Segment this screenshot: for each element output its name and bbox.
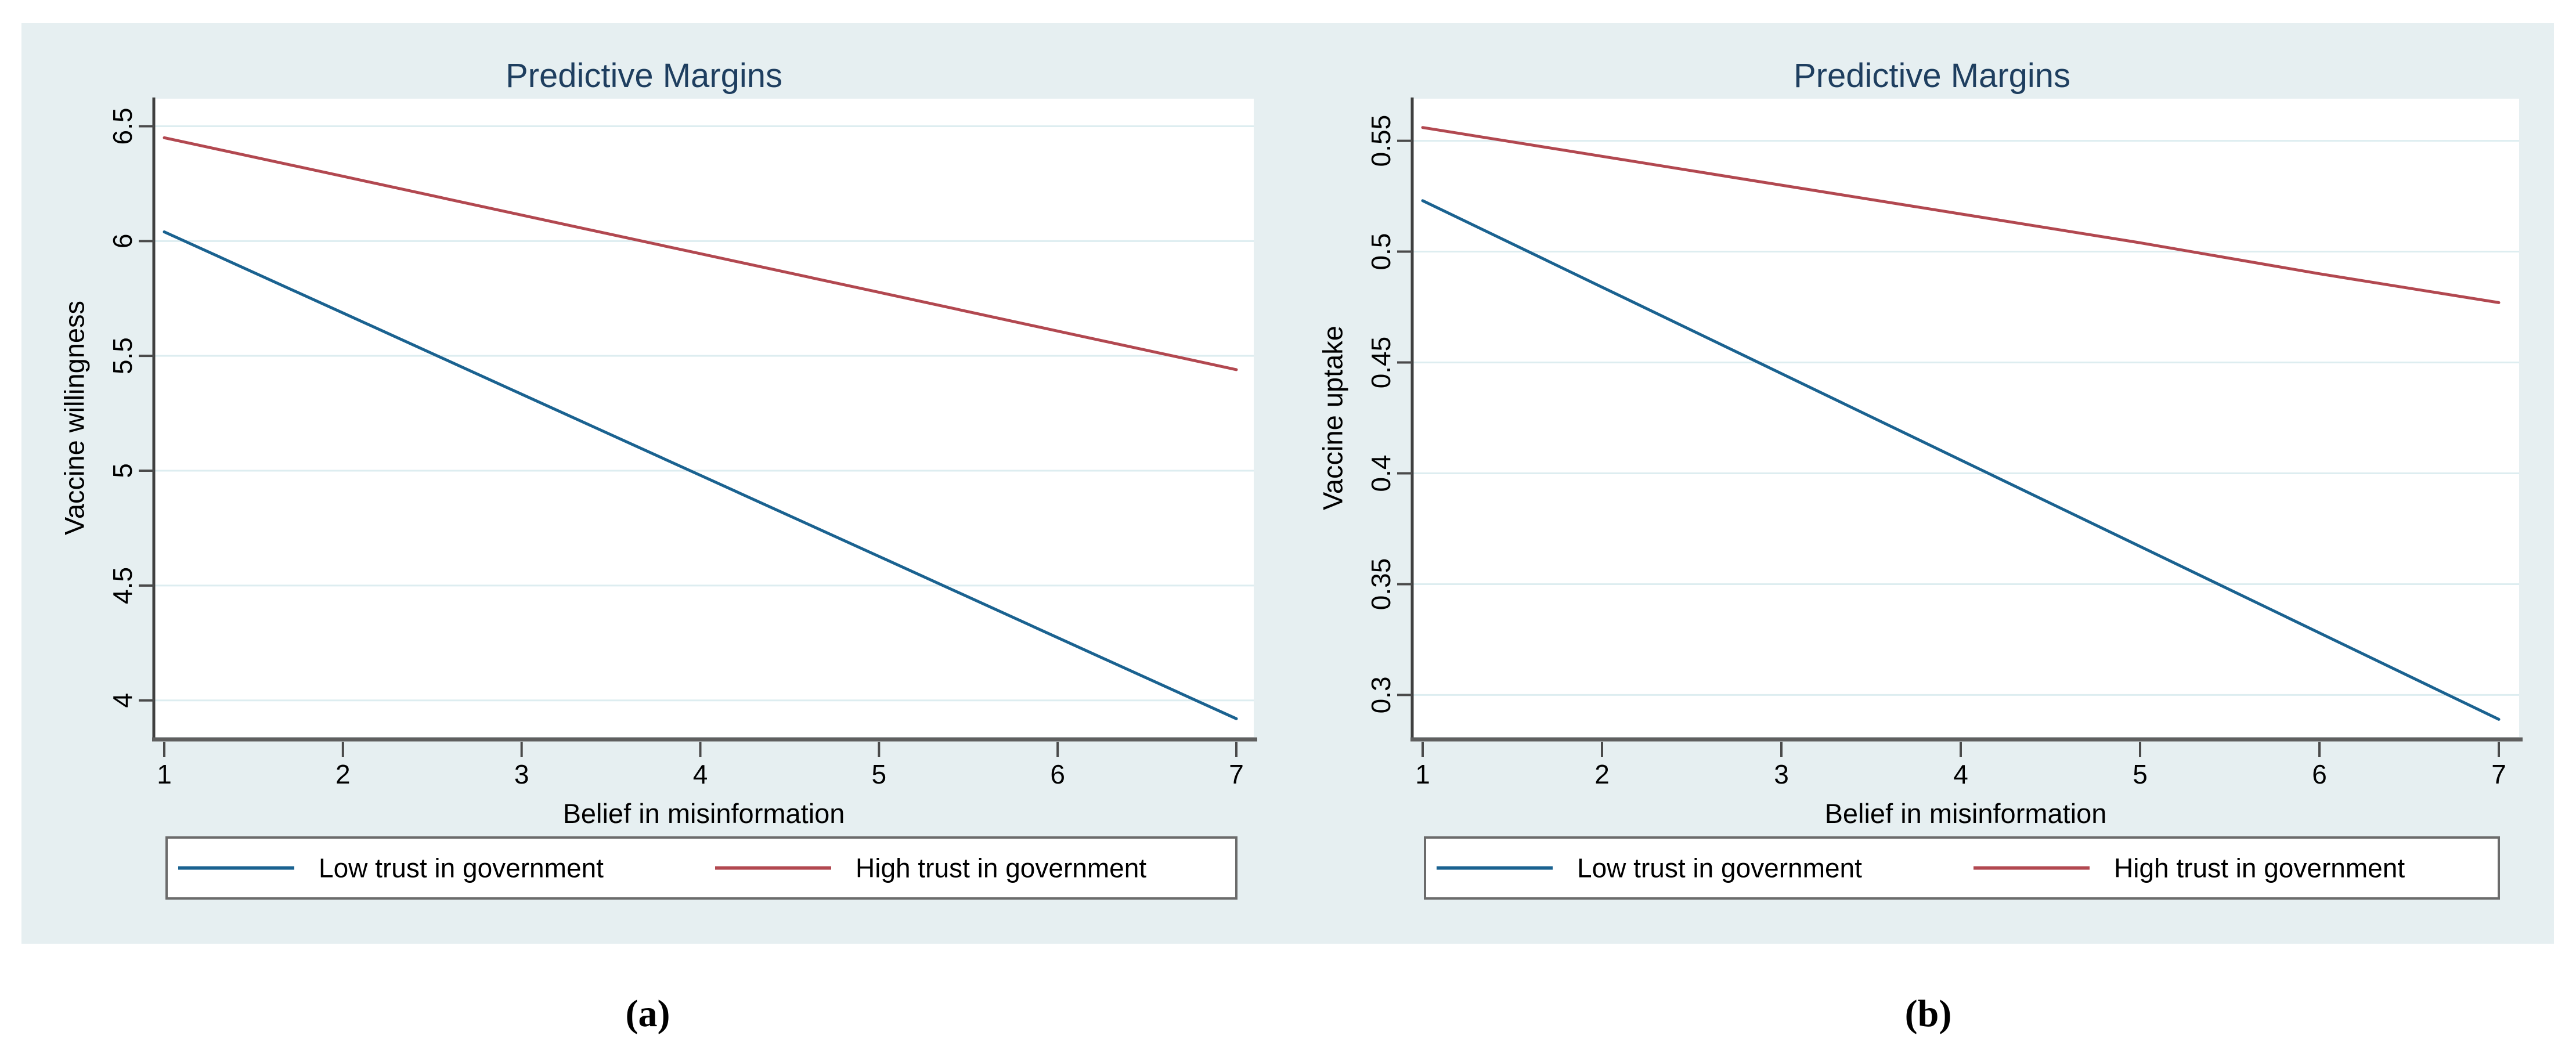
figure-caption-a: (a) bbox=[625, 992, 670, 1035]
y-tick-label: 0.4 bbox=[1366, 455, 1396, 492]
x-tick-label: 5 bbox=[2133, 759, 2148, 789]
y-tick-label: 4 bbox=[107, 693, 138, 708]
series-line-high-trust bbox=[163, 136, 1238, 371]
x-tick-label: 6 bbox=[1050, 759, 1065, 789]
plot-area bbox=[154, 99, 1254, 737]
y-tick-label: 0.5 bbox=[1366, 233, 1396, 270]
legend-box bbox=[165, 836, 1238, 900]
x-tick-label: 2 bbox=[1594, 759, 1610, 789]
y-tick-label: 0.3 bbox=[1366, 676, 1396, 713]
x-tick-label: 3 bbox=[514, 759, 529, 789]
legend-label: High trust in government bbox=[856, 853, 1146, 883]
legend-label: Low trust in government bbox=[1577, 853, 1862, 883]
chart-title: Predictive Margins bbox=[1794, 57, 2070, 95]
x-tick-label: 6 bbox=[2312, 759, 2327, 789]
y-tick-label: 5.5 bbox=[107, 337, 138, 374]
legend-label: High trust in government bbox=[2114, 853, 2405, 883]
series-line-low-trust bbox=[1421, 199, 2501, 721]
x-tick-label: 1 bbox=[157, 759, 172, 789]
y-tick-label: 6 bbox=[107, 234, 138, 249]
x-tick-label: 1 bbox=[1415, 759, 1430, 789]
chart-title: Predictive Margins bbox=[506, 57, 782, 95]
x-axis-title: Belief in misinformation bbox=[1825, 798, 2107, 829]
y-tick-label: 5 bbox=[107, 463, 138, 478]
x-axis-title: Belief in misinformation bbox=[563, 798, 845, 829]
y-tick-label: 0.55 bbox=[1366, 115, 1396, 167]
y-tick-label: 0.35 bbox=[1366, 558, 1396, 611]
x-tick-label: 2 bbox=[335, 759, 351, 789]
y-tick-label: 4.5 bbox=[107, 567, 138, 604]
x-tick-label: 7 bbox=[1229, 759, 1244, 789]
y-axis-title: Vaccine uptake bbox=[1318, 326, 1348, 510]
x-tick-label: 3 bbox=[1774, 759, 1789, 789]
x-tick-label: 5 bbox=[872, 759, 887, 789]
x-tick-label: 4 bbox=[1953, 759, 1968, 789]
series-line-high-trust bbox=[1421, 126, 2501, 304]
y-tick-label: 6.5 bbox=[107, 108, 138, 145]
legend: Low trust in government High trust in gov… bbox=[165, 836, 1238, 900]
x-tick-label: 4 bbox=[693, 759, 708, 789]
legend-box bbox=[1424, 836, 2500, 900]
y-axis-title: Vaccine willingness bbox=[59, 301, 90, 535]
plot-area bbox=[1412, 99, 2519, 737]
x-tick-label: 7 bbox=[2491, 759, 2506, 789]
chart-vaccine-uptake: 0.55 0.5 0.45 0.4 0.35 0.3 1 2 3 4 5 6 7 Predictive M… bbox=[1318, 57, 2523, 900]
legend: Low trust in government High trust in gov… bbox=[1424, 836, 2500, 900]
figure-caption-b: (b) bbox=[1904, 992, 1952, 1035]
y-tick-label: 0.45 bbox=[1366, 337, 1396, 389]
legend-label: Low trust in government bbox=[319, 853, 604, 883]
chart-vaccine-willingness: 6.5 6 5.5 5 4.5 4 1 2 3 4 5 6 7 Predictive Margins Vac… bbox=[59, 57, 1257, 900]
series-line-low-trust bbox=[163, 230, 1238, 720]
